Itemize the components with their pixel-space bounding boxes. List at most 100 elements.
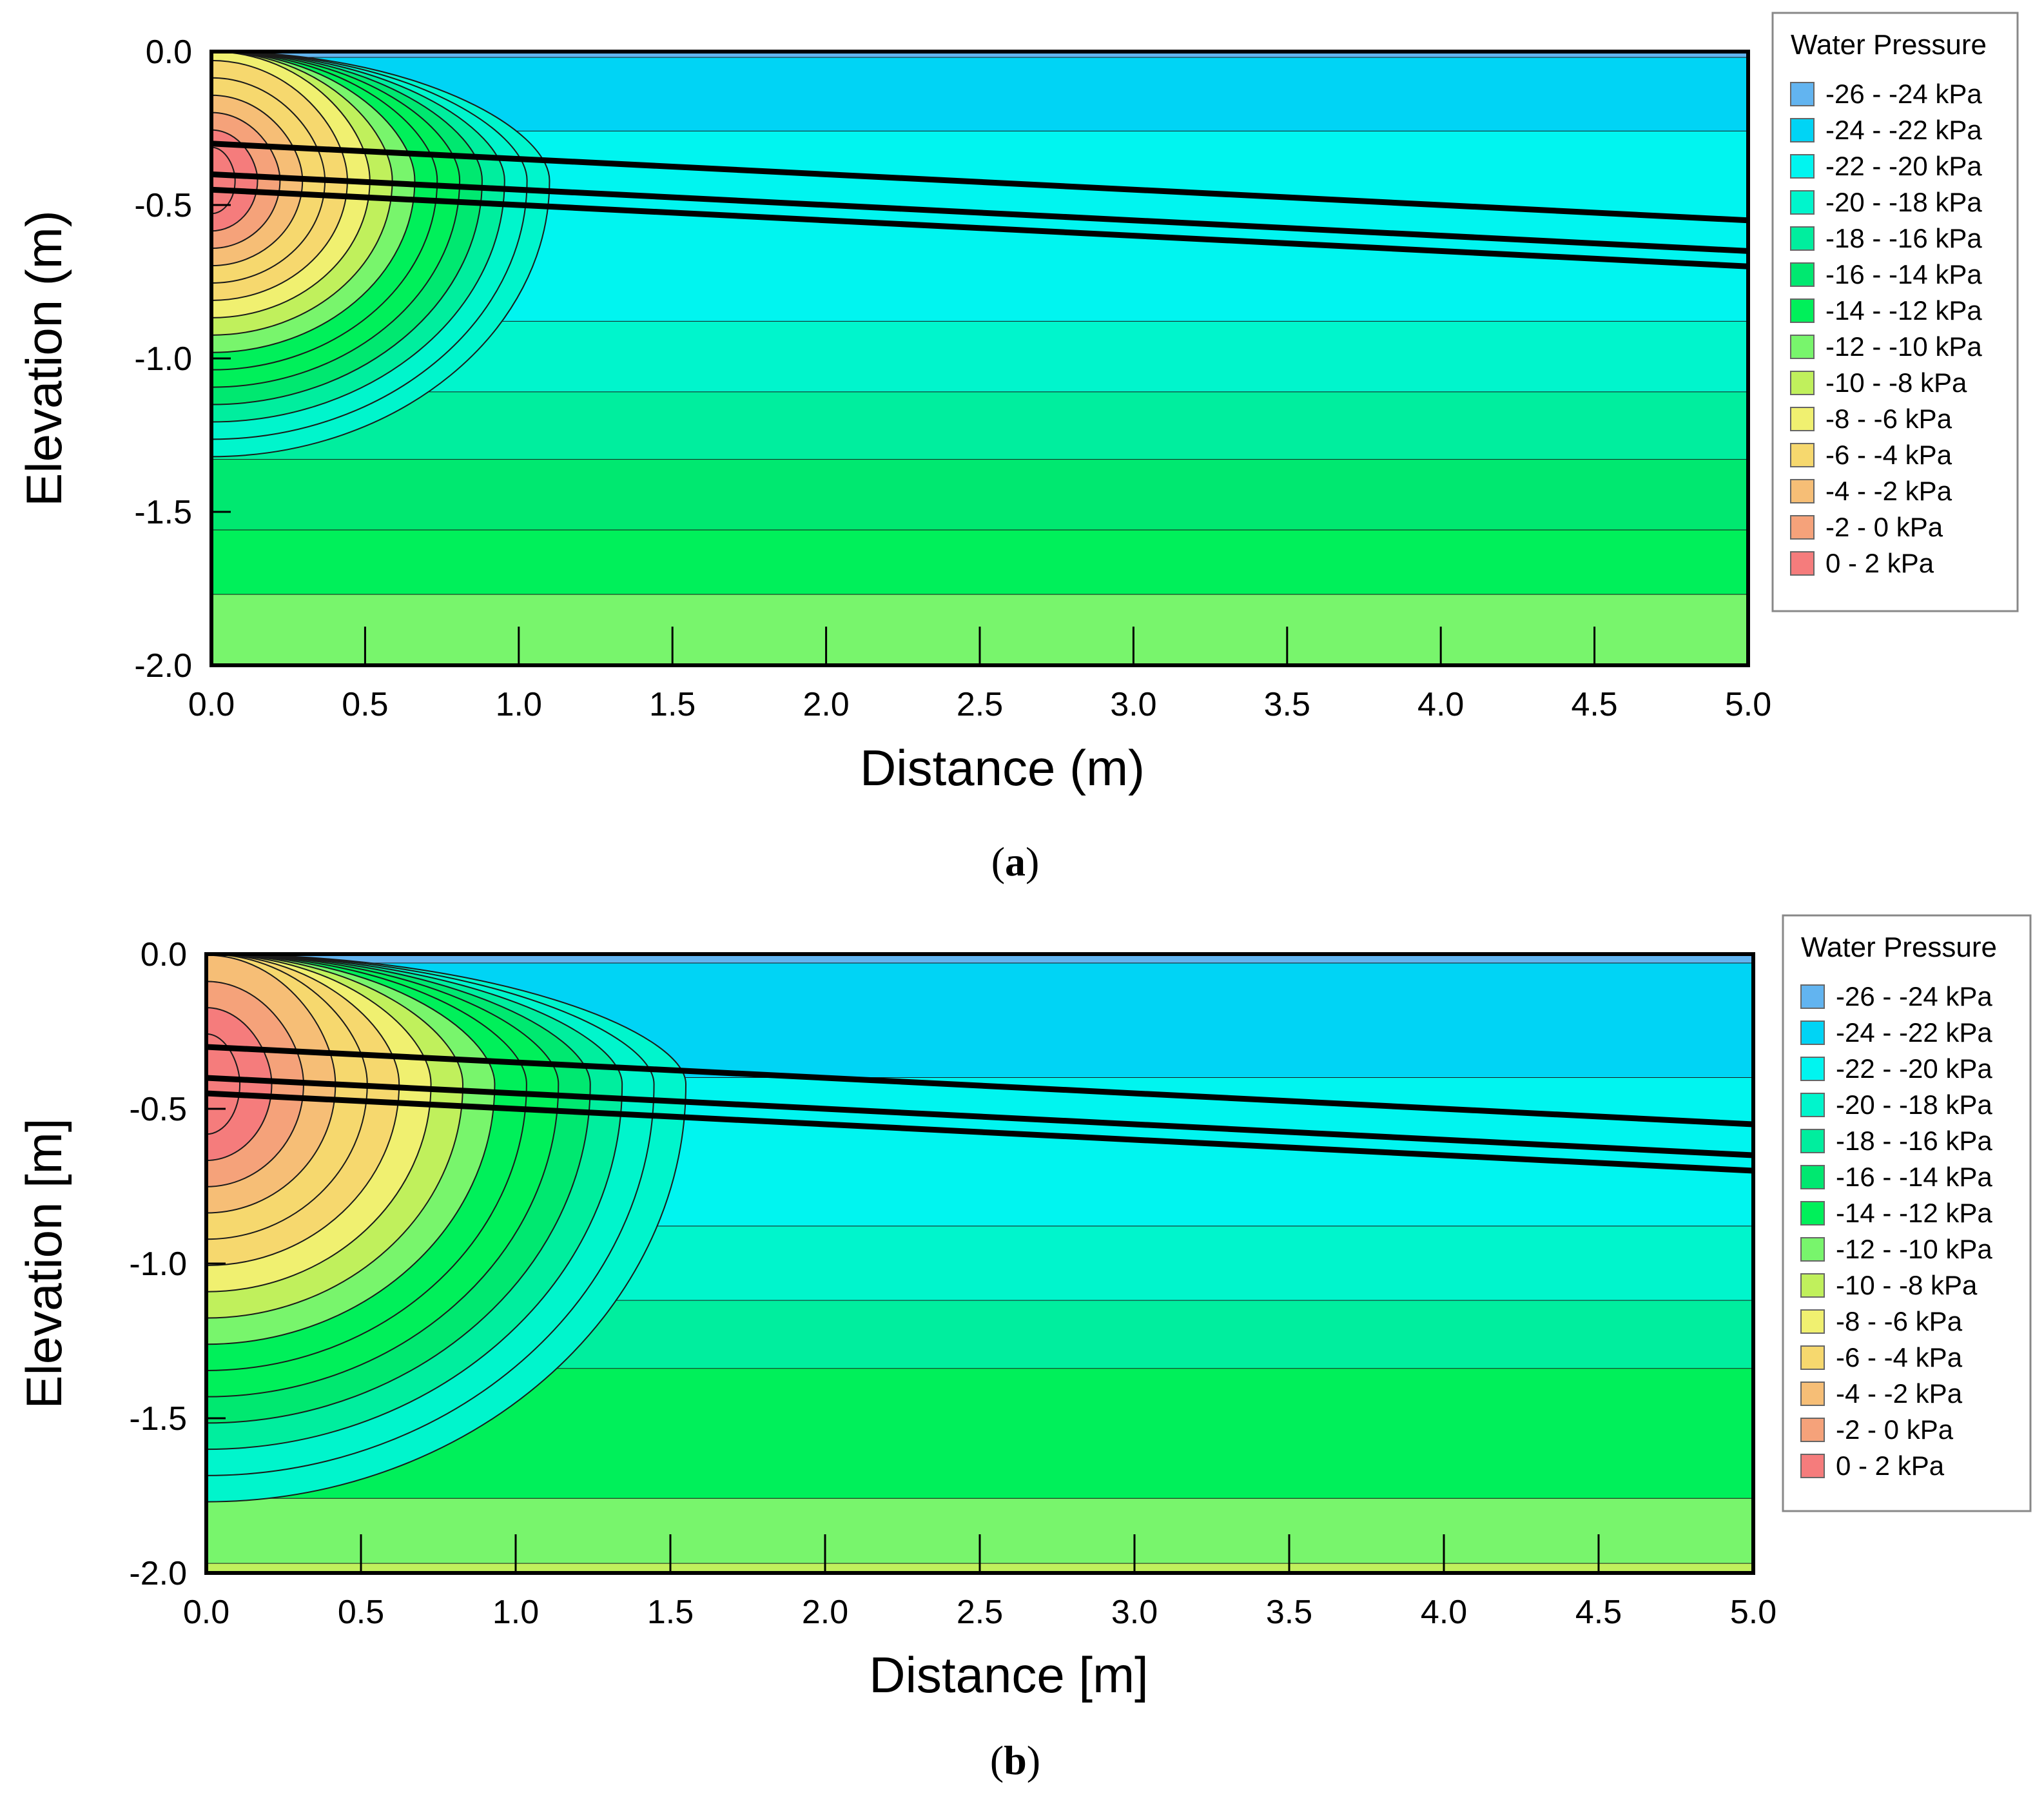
x-tick-label: 5.0 bbox=[1725, 686, 1771, 723]
legend-swatch bbox=[1800, 1454, 1825, 1478]
x-axis-title: Distance (m) bbox=[860, 739, 1145, 796]
legend-label: -26 - -24 kPa bbox=[1836, 981, 1992, 1011]
legend-swatch bbox=[1790, 190, 1815, 215]
panel-caption-letter: a bbox=[1005, 839, 1026, 884]
legend-label: -18 - -16 kPa bbox=[1825, 223, 1982, 253]
y-axis-title: Elevation (m) bbox=[15, 210, 72, 506]
legend-swatch bbox=[1800, 1129, 1825, 1153]
y-tick-label: -1.0 bbox=[134, 340, 192, 378]
pressure-band bbox=[211, 392, 1748, 460]
legend-swatch bbox=[1790, 515, 1815, 540]
contour-field bbox=[211, 52, 1748, 665]
legend-label: -2 - 0 kPa bbox=[1825, 512, 1943, 542]
y-tick-label: 0.0 bbox=[146, 34, 192, 71]
legend-label: -4 - -2 kPa bbox=[1825, 476, 1952, 506]
legend-swatch bbox=[1800, 984, 1825, 1009]
y-axis-title: Elevation [m] bbox=[15, 1118, 72, 1409]
x-axis-title: Distance [m] bbox=[869, 1646, 1148, 1703]
legend-label: -16 - -14 kPa bbox=[1836, 1162, 1992, 1192]
x-tick-label: 1.0 bbox=[492, 1594, 539, 1631]
legend-swatch bbox=[1800, 1020, 1825, 1045]
x-tick-label: 2.5 bbox=[957, 686, 1003, 723]
x-tick-label: 3.5 bbox=[1266, 1594, 1312, 1631]
legend-swatch bbox=[1800, 1165, 1825, 1189]
x-tick-label: 3.5 bbox=[1264, 686, 1310, 723]
x-tick-label: 0.0 bbox=[188, 686, 235, 723]
legend-label: 0 - 2 kPa bbox=[1836, 1450, 1945, 1481]
legend-label: -10 - -8 kPa bbox=[1836, 1270, 1978, 1300]
panel-caption-letter: b bbox=[1004, 1737, 1027, 1783]
legend-swatch bbox=[1790, 298, 1815, 323]
legend-swatch bbox=[1790, 551, 1815, 576]
legend-swatch bbox=[1790, 82, 1815, 106]
y-tick-label: -1.5 bbox=[134, 494, 192, 531]
legend-label: -16 - -14 kPa bbox=[1825, 259, 1982, 289]
legend-swatch bbox=[1790, 371, 1815, 395]
boundary-line bbox=[206, 1075, 1753, 1158]
x-tick-label: 2.5 bbox=[957, 1594, 1003, 1631]
boundary-line bbox=[206, 1090, 1753, 1174]
legend-label: -4 - -2 kPa bbox=[1836, 1378, 1963, 1409]
boundary-line bbox=[211, 141, 1748, 224]
contour-field bbox=[206, 954, 1753, 1573]
legend-box bbox=[1771, 12, 2019, 612]
x-tick-label: 1.0 bbox=[496, 686, 542, 723]
legend-swatch bbox=[1790, 262, 1815, 287]
legend: Water Pressure -26 - -24 kPa -24 - -22 kPa… bbox=[1782, 914, 2032, 1512]
legend-label: -8 - -6 kPa bbox=[1836, 1306, 1963, 1336]
legend-label: -14 - -12 kPa bbox=[1836, 1198, 1992, 1228]
legend-label: -20 - -18 kPa bbox=[1825, 187, 1982, 217]
x-tick-label: 4.0 bbox=[1421, 1594, 1467, 1631]
panel-caption: (b) bbox=[990, 1737, 1040, 1783]
legend-label: -22 - -20 kPa bbox=[1825, 151, 1982, 181]
y-tick-label: -0.5 bbox=[134, 187, 192, 224]
legend-swatch bbox=[1800, 1273, 1825, 1298]
pressure-band bbox=[211, 530, 1748, 595]
legend-swatch bbox=[1800, 1237, 1825, 1262]
x-tick-label: 2.0 bbox=[803, 686, 849, 723]
legend-swatch bbox=[1800, 1057, 1825, 1081]
y-tick-label: -2.0 bbox=[134, 647, 192, 685]
legend-label: -22 - -20 kPa bbox=[1836, 1053, 1992, 1084]
boundary-line bbox=[211, 171, 1748, 254]
legend-label: -18 - -16 kPa bbox=[1836, 1126, 1992, 1156]
pressure-band bbox=[211, 460, 1748, 531]
x-tick-label: 1.5 bbox=[647, 1594, 694, 1631]
legend-swatch bbox=[1800, 1382, 1825, 1406]
legend-label: 0 - 2 kPa bbox=[1825, 548, 1934, 578]
legend-label: -26 - -24 kPa bbox=[1825, 79, 1982, 109]
legend-swatch bbox=[1790, 407, 1815, 431]
panel-caption: (a) bbox=[991, 839, 1040, 884]
plot-frame bbox=[209, 50, 1750, 667]
legend-label: -24 - -22 kPa bbox=[1836, 1017, 1992, 1048]
legend-title: Water Pressure bbox=[1801, 932, 1997, 963]
legend-label: -8 - -6 kPa bbox=[1825, 404, 1952, 434]
x-tick-label: 0.0 bbox=[183, 1594, 229, 1631]
x-tick-label: 0.5 bbox=[342, 686, 388, 723]
contour-chart-b: 0.0 0.5 1.0 1.5 2.0 2.5 3.0 3.5 4.0 4.5 5.0 0.0 -0.5… bbox=[15, 914, 2032, 1783]
legend-swatch bbox=[1790, 118, 1815, 142]
y-tick-label: -1.0 bbox=[129, 1245, 187, 1283]
x-tick-label: 3.0 bbox=[1110, 686, 1156, 723]
y-tick-label: -1.5 bbox=[129, 1400, 187, 1438]
legend-label: -20 - -18 kPa bbox=[1836, 1089, 1992, 1120]
legend-swatch bbox=[1800, 1093, 1825, 1117]
y-tick-label: 0.0 bbox=[141, 936, 187, 973]
chart-panel-b: 0.0 0.5 1.0 1.5 2.0 2.5 3.0 3.5 4.0 4.5 5.0 0.0 -0.5… bbox=[0, 903, 2044, 1805]
boundary-line bbox=[206, 1044, 1753, 1128]
legend-label: -12 - -10 kPa bbox=[1825, 331, 1982, 362]
x-tick-label: 0.5 bbox=[338, 1594, 384, 1631]
legend-label: -6 - -4 kPa bbox=[1836, 1342, 1963, 1372]
plot-frame bbox=[204, 952, 1755, 1575]
legend-swatch bbox=[1790, 226, 1815, 251]
legend-swatch bbox=[1790, 443, 1815, 467]
x-tick-label: 4.5 bbox=[1571, 686, 1617, 723]
y-tick-label: -0.5 bbox=[129, 1091, 187, 1128]
x-tick-label: 2.0 bbox=[802, 1594, 848, 1631]
pressure-band bbox=[206, 954, 1753, 964]
boundary-line bbox=[211, 186, 1748, 269]
pressure-band bbox=[211, 52, 1748, 58]
legend-label: -12 - -10 kPa bbox=[1836, 1234, 1992, 1264]
chart-panel-a: 0.0 0.5 1.0 1.5 2.0 2.5 3.0 3.5 4.0 4.5 5.0 0.0 -0.5… bbox=[0, 0, 2044, 903]
legend-title: Water Pressure bbox=[1791, 29, 1987, 61]
